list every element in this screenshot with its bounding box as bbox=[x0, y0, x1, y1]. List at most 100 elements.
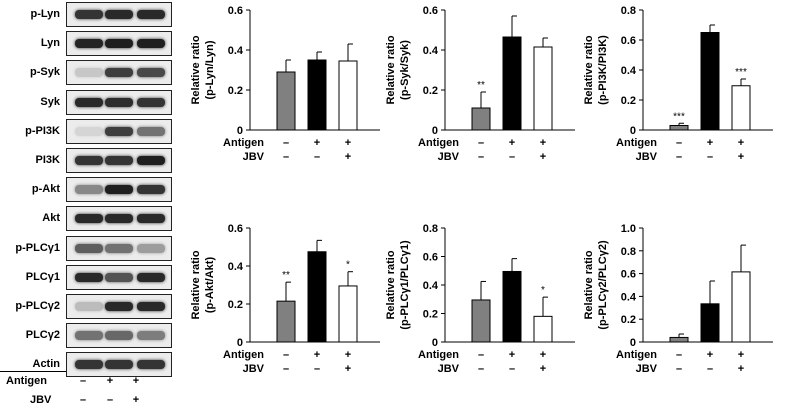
bar bbox=[669, 125, 689, 131]
blot-band bbox=[137, 156, 165, 165]
bar bbox=[338, 285, 358, 343]
condition-label: JBV bbox=[636, 363, 658, 375]
bar bbox=[471, 107, 491, 131]
condition-sign: + bbox=[738, 151, 744, 163]
y-tick-label: 0.6 bbox=[621, 269, 636, 281]
blot-band bbox=[75, 156, 103, 165]
blot-band bbox=[137, 97, 165, 107]
bar bbox=[700, 32, 720, 131]
blot-strip bbox=[66, 294, 172, 319]
y-axis-label: (p-Lyn/Lyn) bbox=[204, 40, 216, 99]
y-tick-label: 1.0 bbox=[621, 223, 636, 235]
blot-band bbox=[75, 10, 103, 19]
condition-sign: + bbox=[509, 137, 515, 149]
blot-band bbox=[137, 126, 165, 136]
blot-band bbox=[75, 214, 103, 224]
western-blot-panel: p-Lyn Lyn p-Syk Syk p-PI3K PI3K p-Akt Akt p-PLCγ… bbox=[0, 0, 175, 413]
condition-sign: – bbox=[283, 137, 289, 149]
condition-sign: + bbox=[540, 363, 546, 375]
blot-band bbox=[137, 302, 165, 311]
blot-row-label: p-Akt bbox=[31, 183, 60, 196]
blot-strip bbox=[66, 89, 172, 115]
y-tick-label: 0.2 bbox=[228, 85, 243, 97]
blot-row-label: p-Lyn bbox=[30, 8, 60, 20]
condition-label: Antigen bbox=[616, 137, 657, 149]
blot-band bbox=[75, 360, 103, 370]
blot-strip bbox=[66, 206, 172, 232]
condition-sign: + bbox=[314, 349, 320, 361]
y-axis-label: Relative ratio bbox=[583, 35, 595, 104]
blot-row-label: PLCγ2 bbox=[25, 329, 60, 342]
blot-band bbox=[75, 302, 103, 311]
blot-condition-sign: + bbox=[132, 375, 140, 387]
condition-sign: – bbox=[509, 151, 515, 163]
y-tick-label: 0.2 bbox=[621, 314, 636, 326]
condition-sign: + bbox=[738, 363, 744, 375]
blot-strip bbox=[66, 235, 172, 261]
condition-sign: + bbox=[540, 349, 546, 361]
condition-sign: – bbox=[478, 363, 484, 375]
significance-mark: *** bbox=[735, 67, 747, 78]
condition-sign: – bbox=[478, 349, 484, 361]
condition-label: Antigen bbox=[223, 349, 264, 361]
blot-strip bbox=[66, 323, 172, 349]
condition-sign: – bbox=[283, 151, 289, 163]
y-tick-label: 0.6 bbox=[423, 252, 438, 264]
condition-sign: + bbox=[707, 137, 713, 149]
blot-strip bbox=[66, 2, 172, 27]
y-axis-label: (p-Akt/Akt) bbox=[204, 257, 216, 314]
y-tick-label: 0.6 bbox=[621, 35, 636, 47]
condition-sign: – bbox=[707, 151, 713, 163]
blot-row-label: p-PLCγ2 bbox=[15, 300, 60, 312]
condition-sign: – bbox=[707, 363, 713, 375]
condition-label: JBV bbox=[438, 363, 460, 375]
blot-condition-label: JBV bbox=[30, 394, 52, 406]
y-tick-label: 0.4 bbox=[423, 280, 439, 292]
condition-label: JBV bbox=[243, 363, 265, 375]
condition-sign: + bbox=[738, 349, 744, 361]
condition-label: Antigen bbox=[418, 349, 459, 361]
y-axis-label: Relative ratio bbox=[385, 250, 397, 319]
significance-mark: * bbox=[346, 260, 350, 271]
y-tick-label: 0.2 bbox=[423, 309, 438, 321]
y-tick-label: 0 bbox=[432, 125, 438, 137]
condition-label: Antigen bbox=[616, 349, 657, 361]
y-tick-label: 0.8 bbox=[423, 223, 438, 235]
blot-condition-sign: – bbox=[79, 375, 87, 387]
blot-condition-sign: – bbox=[106, 394, 114, 406]
bar bbox=[338, 60, 358, 131]
condition-label: JBV bbox=[636, 151, 658, 163]
y-tick-label: 0.8 bbox=[621, 5, 636, 17]
bar bbox=[307, 59, 327, 131]
bar bbox=[307, 251, 327, 343]
blot-band bbox=[137, 272, 165, 282]
blot-strip bbox=[66, 148, 172, 173]
y-axis-label: Relative ratio bbox=[190, 35, 202, 104]
y-tick-label: 0.6 bbox=[423, 5, 438, 17]
blot-strip bbox=[66, 60, 172, 86]
bar bbox=[276, 300, 296, 343]
blot-band bbox=[105, 360, 133, 370]
y-tick-label: 0.6 bbox=[228, 5, 243, 17]
blot-condition-sign: + bbox=[106, 375, 114, 387]
y-axis-label: (p-PLCγ1/PLCγ1) bbox=[399, 240, 411, 330]
bar bbox=[502, 270, 522, 343]
blot-band bbox=[137, 331, 165, 341]
y-tick-label: 0 bbox=[630, 125, 636, 137]
y-axis-label: (p-PLCγ2/PLCγ2) bbox=[597, 240, 609, 330]
condition-sign: + bbox=[345, 363, 351, 375]
blot-band bbox=[75, 39, 103, 49]
y-tick-label: 0 bbox=[237, 125, 243, 137]
blot-band bbox=[105, 68, 133, 78]
condition-sign: + bbox=[345, 151, 351, 163]
blot-band bbox=[137, 214, 165, 224]
blot-band bbox=[105, 302, 133, 311]
y-tick-label: 0.4 bbox=[228, 261, 244, 273]
condition-label: JBV bbox=[243, 151, 265, 163]
y-tick-label: 0.2 bbox=[228, 299, 243, 311]
y-axis-label: Relative ratio bbox=[385, 35, 397, 104]
blot-band bbox=[105, 272, 133, 282]
y-tick-label: 0 bbox=[432, 337, 438, 349]
condition-sign: – bbox=[676, 137, 682, 149]
significance-mark: *** bbox=[673, 111, 685, 122]
